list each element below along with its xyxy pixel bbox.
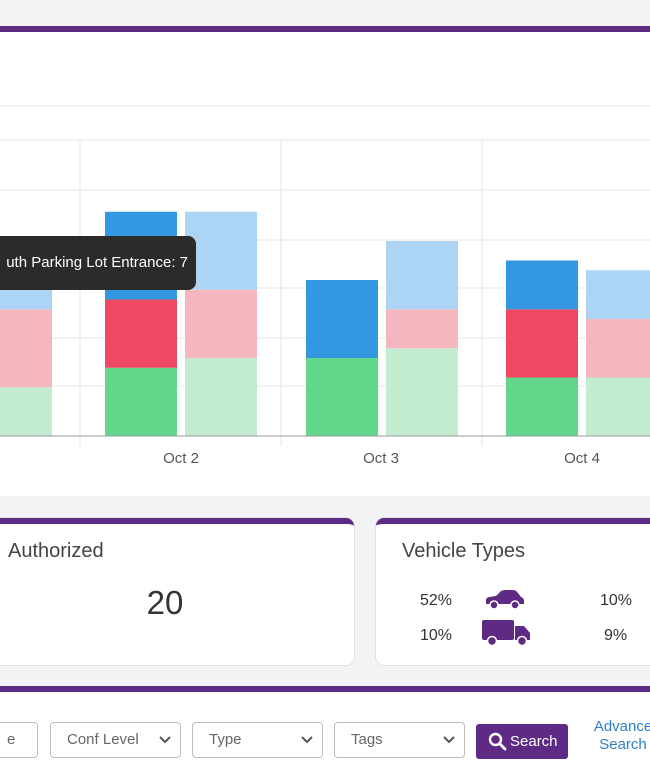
partial-text-field[interactable]: e bbox=[0, 722, 38, 758]
truck-left-percent: 10% bbox=[420, 627, 453, 644]
chevron-down-icon bbox=[301, 736, 313, 744]
search-button-label: Search bbox=[510, 733, 558, 750]
advanced-search-line2: Search bbox=[599, 736, 647, 753]
truck-icon bbox=[482, 620, 530, 647]
authorized-title: Authorized bbox=[8, 540, 104, 562]
x-tick-label: Oct 3 bbox=[363, 450, 399, 467]
x-tick-label: Oct 2 bbox=[163, 450, 199, 467]
x-tick-label: Oct 4 bbox=[564, 450, 600, 467]
bar-segment[interactable] bbox=[586, 270, 650, 319]
tooltip-text: uth Parking Lot Entrance: 7 bbox=[6, 254, 188, 271]
tags-label: Tags bbox=[351, 731, 383, 748]
search-icon bbox=[488, 732, 507, 751]
car-right-percent: 10% bbox=[600, 592, 633, 609]
filter-bar: e Conf Level Type Tags Search Advance Se… bbox=[0, 686, 650, 770]
search-button[interactable]: Search bbox=[476, 724, 568, 759]
bar-segment[interactable] bbox=[386, 241, 458, 310]
bar-segment[interactable] bbox=[306, 280, 378, 358]
type-label: Type bbox=[209, 731, 242, 748]
partial-text-field-value: e bbox=[7, 731, 16, 748]
bar-segment[interactable] bbox=[506, 260, 578, 310]
chevron-down-icon bbox=[159, 736, 171, 744]
truck-right-percent: 9% bbox=[604, 627, 628, 644]
bar-segment[interactable] bbox=[306, 358, 378, 436]
bar-segment[interactable] bbox=[0, 387, 52, 436]
conf-level-label: Conf Level bbox=[67, 731, 139, 748]
bar-segment[interactable] bbox=[586, 377, 650, 437]
car-left-percent: 52% bbox=[420, 592, 453, 609]
vehicle-types-card: Vehicle Types 52% 10% 10% 9% bbox=[376, 518, 650, 665]
chevron-down-icon bbox=[443, 736, 455, 744]
bar-segment[interactable] bbox=[586, 319, 650, 378]
type-select[interactable]: Type bbox=[192, 722, 323, 758]
bar-segment[interactable] bbox=[185, 358, 257, 436]
car-icon bbox=[486, 590, 524, 610]
bar-segment[interactable] bbox=[105, 299, 177, 368]
bar-segment[interactable] bbox=[0, 309, 52, 388]
tags-select[interactable]: Tags bbox=[334, 722, 465, 758]
advanced-search-line1: Advance bbox=[593, 718, 650, 735]
bar-segment[interactable] bbox=[506, 309, 578, 378]
bar-segment[interactable] bbox=[105, 367, 177, 436]
bar-segment[interactable] bbox=[185, 289, 257, 358]
conf-level-select[interactable]: Conf Level bbox=[50, 722, 181, 758]
vehicle-types-title: Vehicle Types bbox=[402, 540, 526, 562]
bar-segment[interactable] bbox=[506, 377, 578, 437]
chart-tooltip: uth Parking Lot Entrance: 7 bbox=[0, 236, 196, 290]
bar-segment[interactable] bbox=[185, 211, 257, 290]
bar-segment[interactable] bbox=[386, 309, 458, 349]
advanced-search-link[interactable]: Advance Search bbox=[588, 718, 650, 754]
authorized-count: 20 bbox=[146, 584, 184, 621]
bar-segment[interactable] bbox=[386, 348, 458, 436]
authorized-card: Authorized 20 bbox=[0, 518, 354, 665]
